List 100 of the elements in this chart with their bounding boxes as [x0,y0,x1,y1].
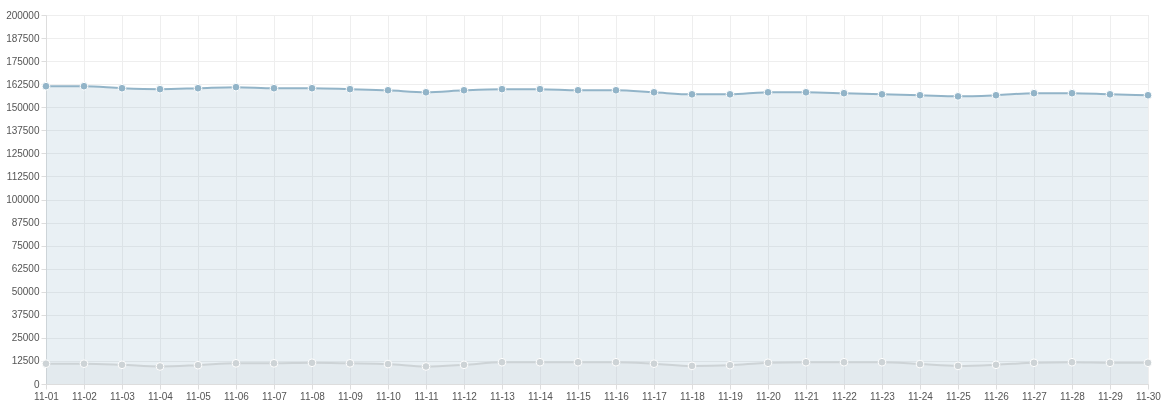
point [649,87,659,97]
point [915,90,925,100]
x-tick-label: 11-02 [72,390,98,402]
point [1143,358,1153,368]
y-tick-label: 100000 [6,194,40,205]
x-tick-label: 11-04 [148,390,174,402]
point [611,85,621,95]
point [193,360,203,370]
point [1067,88,1077,98]
point [535,357,545,367]
x-tick-label: 11-20 [756,390,782,402]
x-tick-label: 11-30 [1136,390,1162,402]
point [459,360,469,370]
point [497,84,507,94]
point [573,357,583,367]
point [611,357,621,367]
point [383,85,393,95]
x-tick-label: 11-11 [414,390,439,402]
x-tick-label: 11-06 [224,390,250,402]
point [953,361,963,371]
point [41,359,51,369]
point [687,361,697,371]
point [345,358,355,368]
x-tick-label: 11-12 [452,390,478,402]
point [231,82,241,92]
point [687,89,697,99]
point [801,87,811,97]
point [1029,358,1039,368]
point [915,359,925,369]
x-tick-label: 11-28 [1060,390,1086,402]
point [573,85,583,95]
point [269,358,279,368]
x-tick-label: 11-19 [718,390,744,402]
point [117,83,127,93]
y-tick-label: 175000 [6,55,40,67]
x-tick-label: 11-10 [376,390,402,402]
y-tick-label: 187500 [6,32,40,44]
y-tick-label: 37500 [11,309,40,321]
point [1143,90,1153,100]
point [1105,89,1115,99]
point [763,358,773,368]
x-tick-label: 11-15 [566,390,592,402]
point [877,89,887,99]
x-tick-label: 11-13 [490,390,516,402]
point [839,88,849,98]
point [421,87,431,97]
point [307,358,317,368]
point [79,359,89,369]
point [383,359,393,369]
point [117,360,127,370]
y-tick-label: 162500 [6,78,40,90]
x-tick-label: 11-23 [870,390,896,402]
y-tick-label: 200000 [6,9,40,21]
point [459,85,469,95]
x-tick-label: 11-26 [984,390,1010,402]
y-tick-label: 125000 [6,147,40,159]
y-tick-label: 75000 [11,240,40,252]
point [801,357,811,367]
point [231,358,241,368]
point [497,357,507,367]
x-tick-label: 11-24 [908,390,934,402]
y-tick-label: 25000 [11,332,40,344]
x-tick-label: 11-18 [680,390,706,402]
y-tick-label: 112500 [6,170,40,182]
y-tick-label: 150000 [6,101,40,113]
x-tick-label: 11-27 [1022,390,1048,402]
point [991,90,1001,100]
point [1105,358,1115,368]
point [155,362,165,371]
point [839,357,849,367]
point [725,360,735,370]
point [269,83,279,93]
x-tick-label: 11-05 [186,390,212,402]
y-tick-label: 137500 [6,124,40,136]
x-tick-label: 11-01 [34,390,60,402]
x-tick-label: 11-21 [794,390,820,402]
point [79,81,89,91]
y-tick-label: 62500 [11,263,40,275]
point [345,84,355,94]
point [421,362,431,371]
point [763,87,773,97]
x-tick-label: 11-08 [300,390,326,402]
x-tick-label: 11-09 [338,390,364,402]
y-tick-label: 87500 [11,217,40,229]
y-tick-label: 0 [33,378,40,390]
x-tick-label: 11-25 [946,390,972,402]
point [193,83,203,93]
x-tick-label: 11-03 [110,390,136,402]
point [1029,88,1039,98]
x-tick-label: 11-22 [832,390,858,402]
point [1067,357,1077,367]
x-tick-label: 11-17 [642,390,668,402]
x-tick-label: 11-29 [1098,390,1124,402]
point [953,92,963,101]
point [155,84,165,94]
x-tick-label: 11-16 [604,390,630,402]
point [877,357,887,367]
point [535,84,545,94]
x-tick-label: 11-07 [262,390,288,402]
y-tick-label: 12500 [11,355,40,367]
